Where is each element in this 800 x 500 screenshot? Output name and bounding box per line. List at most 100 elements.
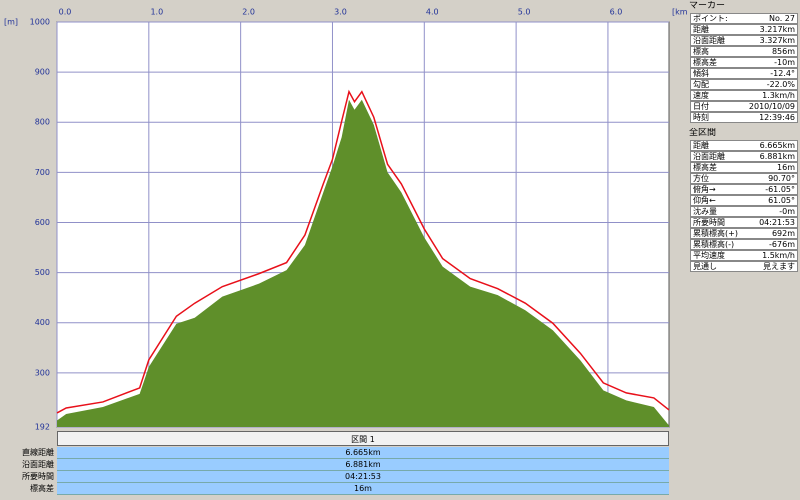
- row-value: 16m: [777, 163, 795, 172]
- y-unit: [m]: [4, 18, 18, 27]
- row-value: 12:39:46: [759, 113, 795, 122]
- profile-chart: [m] [km] 192 300 400 500 600 700 800 900 1000 0.0…: [4, 8, 688, 432]
- panel-row: 平均速度 1.5km/h: [690, 250, 798, 261]
- section-value: 6.665km: [57, 447, 669, 459]
- row-value: 6.881km: [759, 152, 795, 161]
- row-value: 6.665km: [759, 141, 795, 150]
- panel-row: 沿面距離 3.327km: [690, 35, 798, 46]
- panel-row: 累積標高(+) 692m: [690, 228, 798, 239]
- panel-row: 勾配 -22.0%: [690, 79, 798, 90]
- y-tick-label: 800: [35, 118, 50, 127]
- row-label: 見通し: [693, 262, 717, 271]
- section-value: 6.881km: [57, 459, 669, 471]
- section-label: 沿面距離: [22, 460, 54, 469]
- row-value: -22.0%: [766, 80, 795, 89]
- section-table: 区間 1 直線距離 6.665km 沿面距離 6.881km 所要時間 04:21:53 標高…: [0, 430, 688, 500]
- x-tick-label: 3.0: [334, 8, 347, 17]
- row-value: 90.70°: [768, 174, 795, 183]
- section-label: 所要時間: [22, 472, 54, 481]
- row-label: 時刻: [693, 113, 709, 122]
- panel-row: 所要時間 04:21:53: [690, 217, 798, 228]
- row-label: 平均速度: [693, 251, 725, 260]
- panel-row: 方位 90.70°: [690, 173, 798, 184]
- section-label: 直線距離: [22, 448, 54, 457]
- panel-row: 距離 6.665km: [690, 140, 798, 151]
- panel-row: 仰角← 61.05°: [690, 195, 798, 206]
- section-value: 16m: [57, 483, 669, 495]
- row-label: 標高差: [693, 163, 717, 172]
- row-label: 傾斜: [693, 69, 709, 78]
- row-label: 標高差: [693, 58, 717, 67]
- row-value: 3.327km: [759, 36, 795, 45]
- row-label: 累積標高(-): [693, 240, 735, 249]
- row-value: No. 27: [768, 14, 795, 23]
- row-label: 沿面距離: [693, 36, 725, 45]
- panel-row: 標高差 16m: [690, 162, 798, 173]
- row-value: -12.4°: [770, 69, 795, 78]
- panel-row: 標高差 -10m: [690, 57, 798, 68]
- panel-row: 距離 3.217km: [690, 24, 798, 35]
- row-label: ポイント:: [693, 14, 728, 23]
- row-label: 距離: [693, 25, 709, 34]
- panel-row: 日付 2010/10/09: [690, 101, 798, 112]
- x-tick-label: 2.0: [242, 8, 255, 17]
- row-value: 1.3km/h: [762, 91, 795, 100]
- section-value: 04:21:53: [57, 471, 669, 483]
- panel-heading: 全区間: [689, 128, 717, 138]
- panel-row: 俯角→ -61.05°: [690, 184, 798, 195]
- row-value: 692m: [771, 229, 795, 238]
- y-tick-label: 500: [35, 268, 50, 277]
- row-label: 累積標高(+): [693, 229, 738, 238]
- panel-row: 見通し 見えます: [690, 261, 798, 272]
- row-label: 所要時間: [693, 218, 725, 227]
- y-tick-label: 900: [35, 68, 50, 77]
- x-tick-label: 1.0: [150, 8, 163, 17]
- panel-row: 標高 856m: [690, 46, 798, 57]
- y-tick-label: 192: [35, 423, 50, 432]
- row-label: 俯角→: [693, 185, 716, 194]
- panel-row: 速度 1.3km/h: [690, 90, 798, 101]
- section-title: 区間 1: [57, 431, 669, 446]
- row-value: 3.217km: [759, 25, 795, 34]
- y-tick-label: 700: [35, 168, 50, 177]
- y-tick-label: 400: [35, 318, 50, 327]
- panel-heading: マーカー: [689, 1, 726, 11]
- row-value: -61.05°: [765, 185, 795, 194]
- row-value: 61.05°: [768, 196, 795, 205]
- x-tick-label: 0.0: [59, 8, 72, 17]
- row-value: 1.5km/h: [762, 251, 795, 260]
- route-line: [56, 89, 670, 414]
- row-value: 見えます: [763, 262, 795, 271]
- row-label: 日付: [693, 102, 709, 111]
- row-value: -10m: [774, 58, 795, 67]
- y-tick-label: 300: [35, 368, 50, 377]
- row-value: 856m: [771, 47, 795, 56]
- x-unit: [km]: [672, 8, 688, 17]
- row-value: -676m: [769, 240, 795, 249]
- panel-row: 沈み量 -0m: [690, 206, 798, 217]
- y-tick-label: 600: [35, 218, 50, 227]
- row-label: 勾配: [693, 80, 709, 89]
- terrain-area: [57, 99, 669, 427]
- row-label: 方位: [693, 174, 709, 183]
- x-tick-label: 5.0: [518, 8, 531, 17]
- row-label: 沈み量: [693, 207, 717, 216]
- panel-row: ポイント: No. 27: [690, 13, 798, 24]
- row-label: 速度: [693, 91, 709, 100]
- row-label: 仰角←: [693, 196, 716, 205]
- x-tick-label: 6.0: [610, 8, 623, 17]
- row-label: 距離: [693, 141, 709, 150]
- row-label: 標高: [693, 47, 709, 56]
- panel-row: 傾斜 -12.4°: [690, 68, 798, 79]
- row-value: 2010/10/09: [748, 102, 795, 111]
- panel-row: 時刻 12:39:46: [690, 112, 798, 123]
- row-label: 沿面距離: [693, 152, 725, 161]
- side-panel: マーカーポイント: No. 27 距離 3.217km 沿面距離 3.327km 標高 856…: [688, 0, 800, 500]
- y-tick-label: 1000: [30, 18, 50, 27]
- x-tick-label: 4.0: [426, 8, 439, 17]
- row-value: 04:21:53: [759, 218, 795, 227]
- section-label: 標高差: [30, 484, 54, 493]
- panel-row: 累積標高(-) -676m: [690, 239, 798, 250]
- row-value: -0m: [779, 207, 795, 216]
